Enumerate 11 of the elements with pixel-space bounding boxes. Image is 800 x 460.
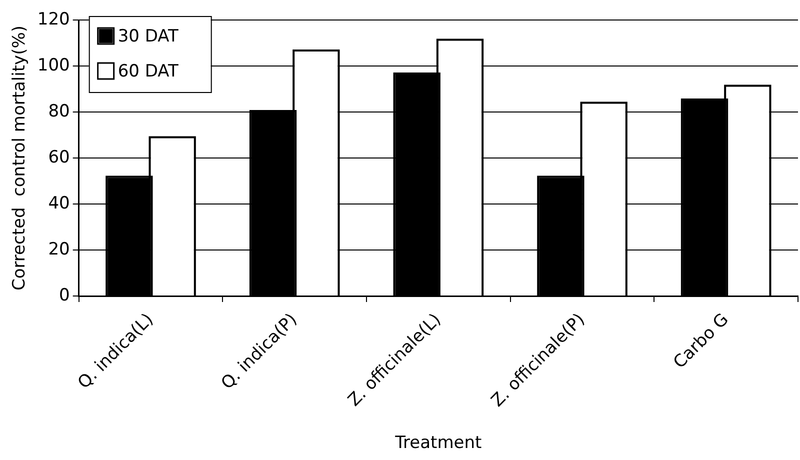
y-tick-label: 20 — [48, 239, 70, 260]
legend-label: 60 DAT — [118, 61, 179, 82]
y-tick-label: 100 — [37, 55, 70, 76]
legend-label: 30 DAT — [118, 26, 179, 46]
y-tick-label: 120 — [37, 9, 70, 30]
x-axis-title: Treatment — [394, 433, 482, 454]
y-tick-label: 80 — [48, 101, 70, 122]
y-tick-label: 40 — [48, 193, 70, 214]
y-axis-title: Corrected control mortality(%) — [10, 25, 30, 291]
y-tick-label: 0 — [59, 285, 70, 306]
y-tick-label: 60 — [48, 147, 70, 168]
